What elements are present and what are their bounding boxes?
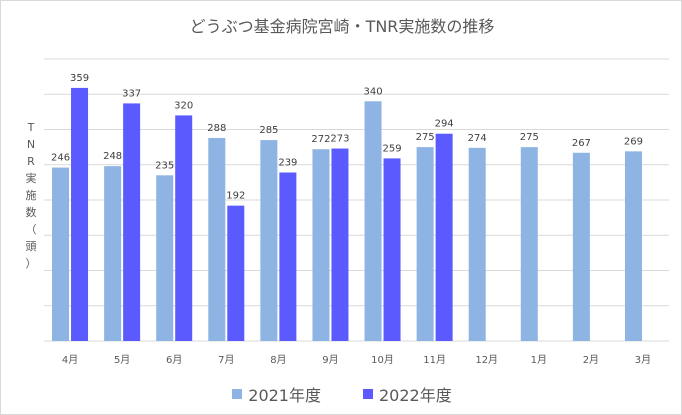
- bar-2022: [175, 115, 193, 342]
- data-label: 294: [435, 119, 454, 130]
- bar-2022: [227, 205, 245, 341]
- x-tick-label: 2月: [583, 354, 599, 366]
- legend-item-2021: 2021年度: [232, 382, 321, 406]
- bar-2021: [364, 101, 382, 341]
- bar-2021: [520, 147, 538, 341]
- bar-2021: [208, 137, 226, 341]
- bar-2022: [331, 148, 349, 341]
- x-tick-label: 8月: [270, 354, 286, 366]
- x-tick-label: 3月: [635, 354, 651, 366]
- data-label: 275: [416, 132, 435, 143]
- data-label: 274: [468, 133, 487, 144]
- chart-title: どうぶつ基金病院宮崎・TNR実施数の推移: [189, 17, 495, 36]
- bar-2021: [156, 175, 174, 341]
- bar-2022: [279, 172, 297, 341]
- legend-item-2022: 2022年度: [363, 382, 452, 406]
- data-label: 320: [174, 100, 193, 111]
- data-label: 239: [278, 158, 297, 169]
- bar-2022: [123, 103, 141, 341]
- bar-2021: [624, 151, 642, 341]
- bar-2021: [104, 166, 122, 341]
- x-tick-label: 9月: [322, 354, 338, 366]
- data-label: 259: [382, 143, 401, 154]
- bar-2021: [312, 149, 330, 341]
- bar-2021: [52, 167, 70, 341]
- x-tick-label: 1月: [531, 354, 547, 366]
- x-tick-label: 5月: [114, 354, 130, 366]
- data-label: 337: [122, 88, 141, 99]
- legend-label: 2021年度: [248, 386, 321, 405]
- legend-swatch: [363, 389, 373, 399]
- bar-2022: [71, 87, 89, 341]
- x-tick-label: 10月: [371, 354, 394, 366]
- legend-swatch: [232, 389, 243, 399]
- y-axis-label: T N R 実施数（頭）: [25, 121, 37, 270]
- data-label: 288: [207, 123, 226, 134]
- bar-2022: [435, 133, 453, 341]
- bar-2021: [416, 147, 434, 341]
- x-tick-label: 4月: [62, 354, 78, 366]
- data-label: 340: [363, 86, 382, 97]
- data-label: 248: [103, 151, 122, 162]
- data-label: 273: [330, 134, 349, 145]
- data-label: 359: [70, 73, 89, 84]
- x-tick-label: 6月: [166, 354, 182, 366]
- x-tick-label: 12月: [475, 354, 498, 366]
- x-tick-label: 7月: [218, 354, 234, 366]
- bar-2021: [260, 140, 278, 341]
- bar-2021: [572, 152, 590, 341]
- bar-2021: [468, 147, 486, 341]
- data-label: 275: [520, 132, 539, 143]
- legend: 2021年度 2022年度: [1, 382, 681, 406]
- data-label: 235: [155, 160, 174, 171]
- bar-2022: [383, 158, 401, 341]
- data-label: 267: [572, 138, 591, 149]
- data-label: 285: [259, 125, 278, 136]
- data-label: 269: [624, 136, 643, 147]
- legend-label: 2022年度: [379, 386, 452, 405]
- data-label: 272: [311, 134, 330, 145]
- data-label: 246: [51, 153, 70, 164]
- x-tick-label: 11月: [423, 354, 446, 366]
- data-label: 192: [226, 191, 245, 202]
